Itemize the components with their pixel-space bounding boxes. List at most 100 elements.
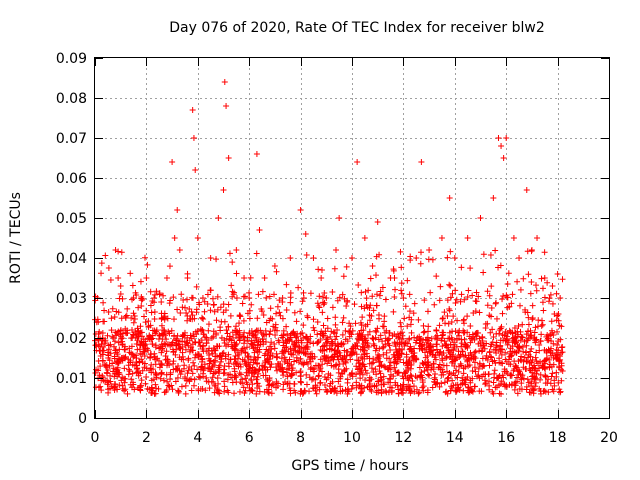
data-point — [545, 346, 552, 353]
data-point — [184, 275, 191, 281]
data-point — [406, 336, 413, 343]
data-point — [122, 329, 129, 336]
data-point — [366, 328, 373, 335]
data-point — [165, 382, 172, 389]
data-point — [209, 295, 216, 302]
data-point — [539, 285, 546, 292]
x-tick-label: 2 — [142, 430, 151, 446]
data-point — [283, 340, 290, 347]
data-point — [297, 368, 304, 375]
data-point — [178, 383, 185, 390]
data-point — [341, 368, 348, 375]
data-point — [344, 376, 351, 383]
plot-frame — [94, 57, 610, 419]
data-point — [529, 314, 536, 321]
data-point — [356, 363, 363, 370]
data-point — [369, 263, 376, 269]
data-point — [155, 385, 162, 392]
data-point — [411, 334, 418, 341]
data-point — [343, 352, 350, 359]
data-point — [191, 354, 198, 361]
data-point — [134, 337, 141, 344]
data-point — [138, 303, 145, 309]
data-point — [221, 378, 228, 385]
data-point — [385, 389, 392, 396]
data-point — [346, 329, 353, 336]
data-point — [116, 295, 123, 302]
data-point — [364, 304, 371, 311]
data-point — [408, 361, 415, 368]
data-point — [412, 339, 419, 346]
data-point — [498, 351, 505, 358]
data-point — [464, 313, 471, 320]
data-point — [186, 348, 193, 355]
data-point — [258, 330, 265, 337]
data-point — [300, 322, 307, 329]
data-point — [224, 330, 231, 337]
data-point — [433, 380, 440, 387]
data-point — [500, 337, 507, 344]
data-point — [272, 331, 279, 338]
data-point — [268, 390, 275, 397]
data-point — [420, 337, 427, 343]
data-point — [186, 305, 193, 312]
data-point — [358, 368, 365, 375]
data-point — [287, 255, 294, 261]
data-point — [512, 362, 519, 369]
data-point — [313, 390, 320, 397]
data-point — [163, 348, 170, 355]
data-point — [272, 364, 279, 371]
data-point — [557, 295, 564, 301]
data-point — [221, 369, 228, 376]
y-tick-label: 0.03 — [56, 291, 87, 307]
data-point — [207, 357, 214, 364]
y-axis-label: ROTI / TECUs — [8, 192, 24, 284]
data-point — [177, 309, 184, 316]
data-point — [111, 355, 118, 362]
data-point — [248, 301, 255, 308]
data-point — [121, 346, 128, 353]
data-point — [267, 343, 274, 350]
data-point — [151, 327, 158, 334]
data-point — [545, 337, 552, 344]
data-point — [465, 287, 472, 294]
data-point — [489, 339, 496, 346]
data-point — [423, 346, 430, 353]
data-point — [202, 387, 209, 394]
data-point — [246, 295, 253, 301]
data-point — [161, 340, 168, 347]
data-point — [109, 333, 116, 340]
data-point — [522, 349, 529, 356]
data-point — [330, 356, 337, 363]
data-point — [151, 315, 158, 322]
data-point — [246, 365, 253, 372]
data-point — [374, 219, 381, 225]
data-point — [359, 337, 366, 344]
data-point — [496, 355, 503, 362]
data-point — [302, 350, 309, 357]
data-point — [335, 343, 342, 350]
data-point — [502, 349, 509, 356]
data-point — [224, 387, 231, 394]
data-point — [458, 291, 465, 298]
data-point — [315, 266, 322, 273]
data-point — [195, 339, 202, 346]
data-point — [299, 329, 306, 336]
data-point — [422, 349, 429, 356]
data-point — [244, 344, 251, 351]
data-point — [172, 351, 179, 358]
data-point — [549, 386, 556, 393]
data-point — [98, 341, 105, 348]
data-point — [289, 371, 296, 378]
data-point — [255, 370, 262, 377]
data-point — [406, 314, 413, 321]
data-point — [417, 372, 424, 379]
data-point — [169, 339, 176, 346]
data-point — [224, 376, 231, 383]
data-point — [406, 387, 413, 394]
data-point — [130, 295, 137, 301]
data-point — [352, 320, 359, 327]
data-point — [138, 377, 145, 384]
data-point — [362, 377, 369, 384]
